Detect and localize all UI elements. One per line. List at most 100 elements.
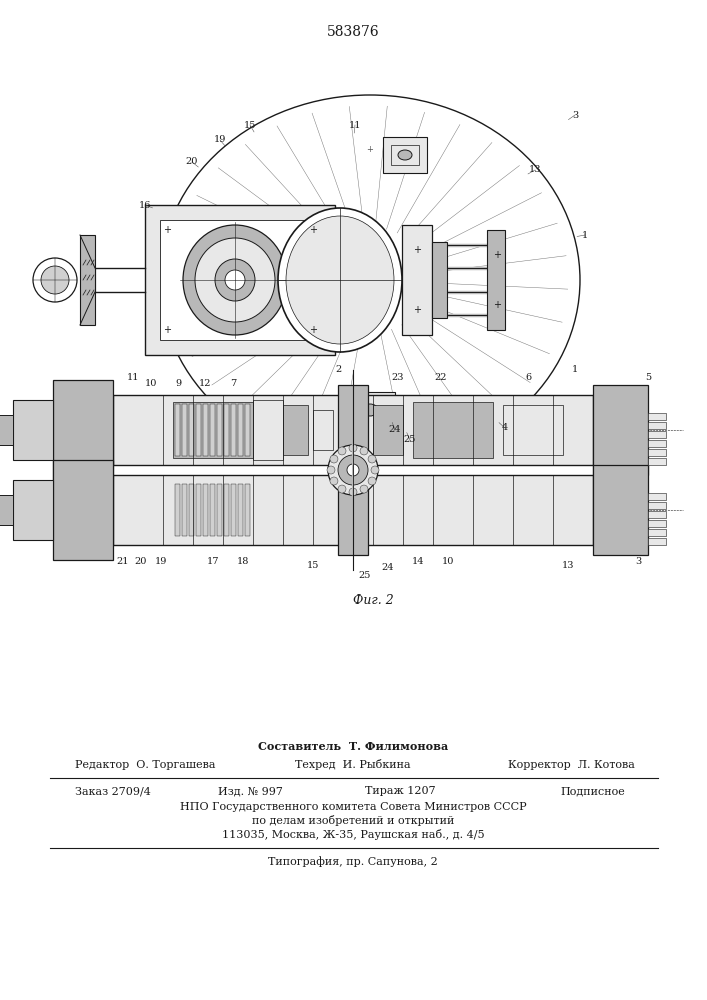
Text: Редактор  О. Торгашева: Редактор О. Торгашева — [75, 760, 216, 770]
Bar — [648, 413, 666, 420]
Bar — [189, 484, 194, 536]
Text: 10: 10 — [145, 378, 157, 387]
Circle shape — [349, 444, 357, 452]
Bar — [648, 502, 666, 509]
Ellipse shape — [362, 404, 378, 416]
Circle shape — [327, 466, 335, 474]
Text: +: + — [366, 145, 373, 154]
Circle shape — [349, 488, 357, 496]
Bar — [373, 405, 403, 455]
Circle shape — [368, 455, 376, 463]
Text: 19: 19 — [214, 135, 226, 144]
Circle shape — [371, 466, 379, 474]
Text: Заказ 2709/4: Заказ 2709/4 — [75, 786, 151, 796]
Text: 13: 13 — [562, 560, 574, 570]
Circle shape — [368, 477, 376, 485]
Bar — [224, 404, 229, 456]
Text: 25: 25 — [404, 436, 416, 444]
Bar — [231, 404, 236, 456]
Text: +: + — [493, 250, 501, 260]
Circle shape — [41, 266, 69, 294]
Bar — [345, 392, 395, 430]
Bar — [145, 205, 335, 355]
Text: 13: 13 — [529, 165, 542, 174]
Bar — [231, 404, 236, 456]
Bar — [245, 404, 250, 456]
Text: Фиг. 1: Фиг. 1 — [339, 484, 380, 496]
Text: Техред  И. Рыбкина: Техред И. Рыбкина — [296, 760, 411, 770]
Text: 10: 10 — [442, 558, 454, 566]
Bar — [203, 404, 208, 456]
Bar — [53, 380, 113, 480]
Bar — [160, 220, 320, 340]
Bar — [648, 422, 666, 429]
Bar — [113, 475, 593, 545]
Text: Корректор  Л. Котова: Корректор Л. Котова — [508, 760, 635, 770]
Bar — [217, 404, 222, 456]
Ellipse shape — [278, 208, 402, 352]
Bar — [238, 404, 243, 456]
Bar — [383, 137, 427, 173]
Bar — [238, 484, 243, 536]
Circle shape — [33, 258, 77, 302]
Ellipse shape — [195, 238, 275, 322]
Text: +: + — [493, 300, 501, 310]
Circle shape — [328, 445, 378, 495]
Text: 12: 12 — [199, 378, 211, 387]
Text: 16: 16 — [139, 200, 151, 210]
Bar — [182, 404, 187, 456]
Bar — [245, 484, 250, 536]
Text: +: + — [413, 245, 421, 255]
Bar — [648, 520, 666, 527]
Text: Тираж 1207: Тираж 1207 — [365, 786, 436, 796]
Bar — [338, 385, 368, 555]
Bar — [503, 405, 563, 455]
Circle shape — [360, 447, 368, 455]
Text: 2: 2 — [335, 365, 341, 374]
Text: 7: 7 — [230, 378, 236, 387]
Text: Изд. № 997: Изд. № 997 — [218, 786, 282, 796]
Bar — [0, 495, 13, 525]
Bar — [487, 230, 505, 330]
Bar — [402, 225, 432, 335]
Text: 3: 3 — [572, 110, 578, 119]
Bar — [182, 484, 187, 536]
Text: Фиг. 2: Фиг. 2 — [353, 593, 393, 606]
Text: +: + — [163, 225, 171, 235]
Bar — [354, 400, 386, 422]
Text: Подписное: Подписное — [560, 786, 625, 796]
Bar — [189, 404, 194, 456]
Text: 17: 17 — [206, 558, 219, 566]
Text: Типография, пр. Сапунова, 2: Типография, пр. Сапунова, 2 — [268, 857, 438, 867]
Text: 18: 18 — [237, 558, 249, 566]
Bar — [648, 440, 666, 447]
Text: НПО Государственного комитета Совета Министров СССР: НПО Государственного комитета Совета Мин… — [180, 802, 526, 812]
Bar — [196, 404, 201, 456]
Bar — [224, 484, 229, 536]
Bar — [113, 395, 593, 465]
Bar — [175, 404, 180, 456]
Bar — [175, 404, 180, 456]
Bar — [217, 484, 222, 536]
Bar — [245, 404, 250, 456]
Bar — [53, 460, 113, 560]
Bar — [210, 404, 215, 456]
Bar — [217, 404, 222, 456]
Bar — [432, 242, 447, 318]
Bar — [313, 410, 333, 450]
Ellipse shape — [286, 216, 394, 344]
Bar — [648, 431, 666, 438]
Bar — [238, 404, 243, 456]
Ellipse shape — [398, 150, 412, 160]
Bar — [391, 145, 419, 165]
Text: 19: 19 — [155, 558, 167, 566]
Text: 21: 21 — [117, 558, 129, 566]
Bar — [210, 484, 215, 536]
Text: 9: 9 — [175, 378, 181, 387]
Bar — [253, 400, 283, 460]
Text: +: + — [257, 275, 264, 284]
Circle shape — [330, 477, 338, 485]
Text: 22: 22 — [435, 373, 448, 382]
Bar — [203, 484, 208, 536]
Bar — [173, 402, 253, 458]
